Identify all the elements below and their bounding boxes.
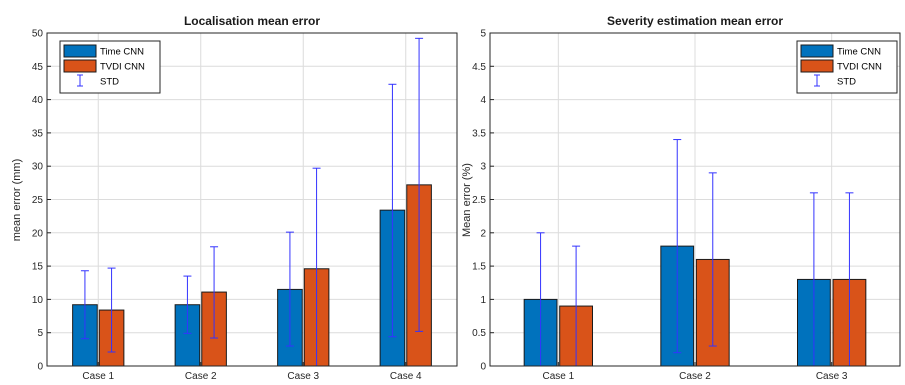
y-tick-label: 1	[480, 295, 486, 306]
y-tick-label: 4	[480, 95, 486, 106]
legend-label: STD	[837, 77, 856, 88]
x-tick-label: Case 1	[82, 371, 114, 382]
legend-swatch	[800, 59, 834, 73]
y-tick-label: 5	[37, 328, 43, 339]
std-errorbars	[80, 37, 424, 367]
y-tick-label: 15	[32, 262, 44, 273]
y-tick-label: 0.5	[472, 328, 486, 339]
y-tick-label: 4.5	[472, 62, 486, 73]
legend-label: Time CNN	[100, 47, 144, 58]
legend-label: Time CNN	[837, 47, 881, 58]
chart-title: Severity estimation mean error	[607, 14, 783, 28]
x-tick-labels: Case 1 Case 2 Case 3 Case 4	[82, 362, 422, 382]
y-axis-label: mean error (mm)	[11, 159, 23, 242]
severity-chart: 0 0.5 1 1.5 2 2.5 3 3.5 4 4.5 5 Case 1 Case 2 Case 3…	[461, 14, 901, 382]
y-tick-label: 0	[480, 362, 486, 373]
legend: Time CNN TVDI CNN STD	[59, 40, 161, 94]
legend-label: TVDI CNN	[837, 62, 882, 73]
y-tick-label: 20	[32, 228, 44, 239]
y-tick-label: 2	[480, 228, 486, 239]
legend: Time CNN TVDI CNN STD	[796, 40, 898, 94]
y-tick-label: 5	[480, 29, 486, 40]
y-axis-label: Mean error (%)	[461, 163, 473, 237]
y-tick-label: 2.5	[472, 195, 486, 206]
x-tick-labels: Case 1 Case 2 Case 3	[542, 362, 848, 382]
y-tick-label: 35	[32, 128, 44, 139]
x-tick-label: Case 3	[816, 371, 848, 382]
x-tick-label: Case 2	[679, 371, 711, 382]
x-tick-label: Case 3	[287, 371, 319, 382]
legend-swatch	[63, 59, 97, 73]
x-tick-label: Case 4	[390, 371, 422, 382]
y-tick-label: 45	[32, 62, 44, 73]
y-tick-label: 1.5	[472, 262, 486, 273]
y-tick-label: 3	[480, 162, 486, 173]
y-tick-label: 40	[32, 95, 44, 106]
legend-label: TVDI CNN	[100, 62, 145, 73]
y-tick-label: 3.5	[472, 128, 486, 139]
x-tick-label: Case 2	[185, 371, 217, 382]
std-errorbars	[536, 139, 854, 367]
y-tick-label: 25	[32, 195, 44, 206]
chart-title: Localisation mean error	[184, 14, 320, 28]
x-tick-label: Case 1	[542, 371, 574, 382]
y-tick-label: 30	[32, 162, 44, 173]
y-tick-labels: 0 5 10 15 20 25 30 35 40 45 50	[32, 29, 51, 373]
legend-swatch	[800, 44, 834, 58]
y-tick-label: 50	[32, 29, 44, 40]
y-tick-labels: 0 0.5 1 1.5 2 2.5 3 3.5 4 4.5 5	[472, 29, 494, 373]
legend-label: STD	[100, 77, 119, 88]
y-tick-label: 0	[37, 362, 43, 373]
y-tick-label: 10	[32, 295, 44, 306]
legend-swatch	[63, 44, 97, 58]
